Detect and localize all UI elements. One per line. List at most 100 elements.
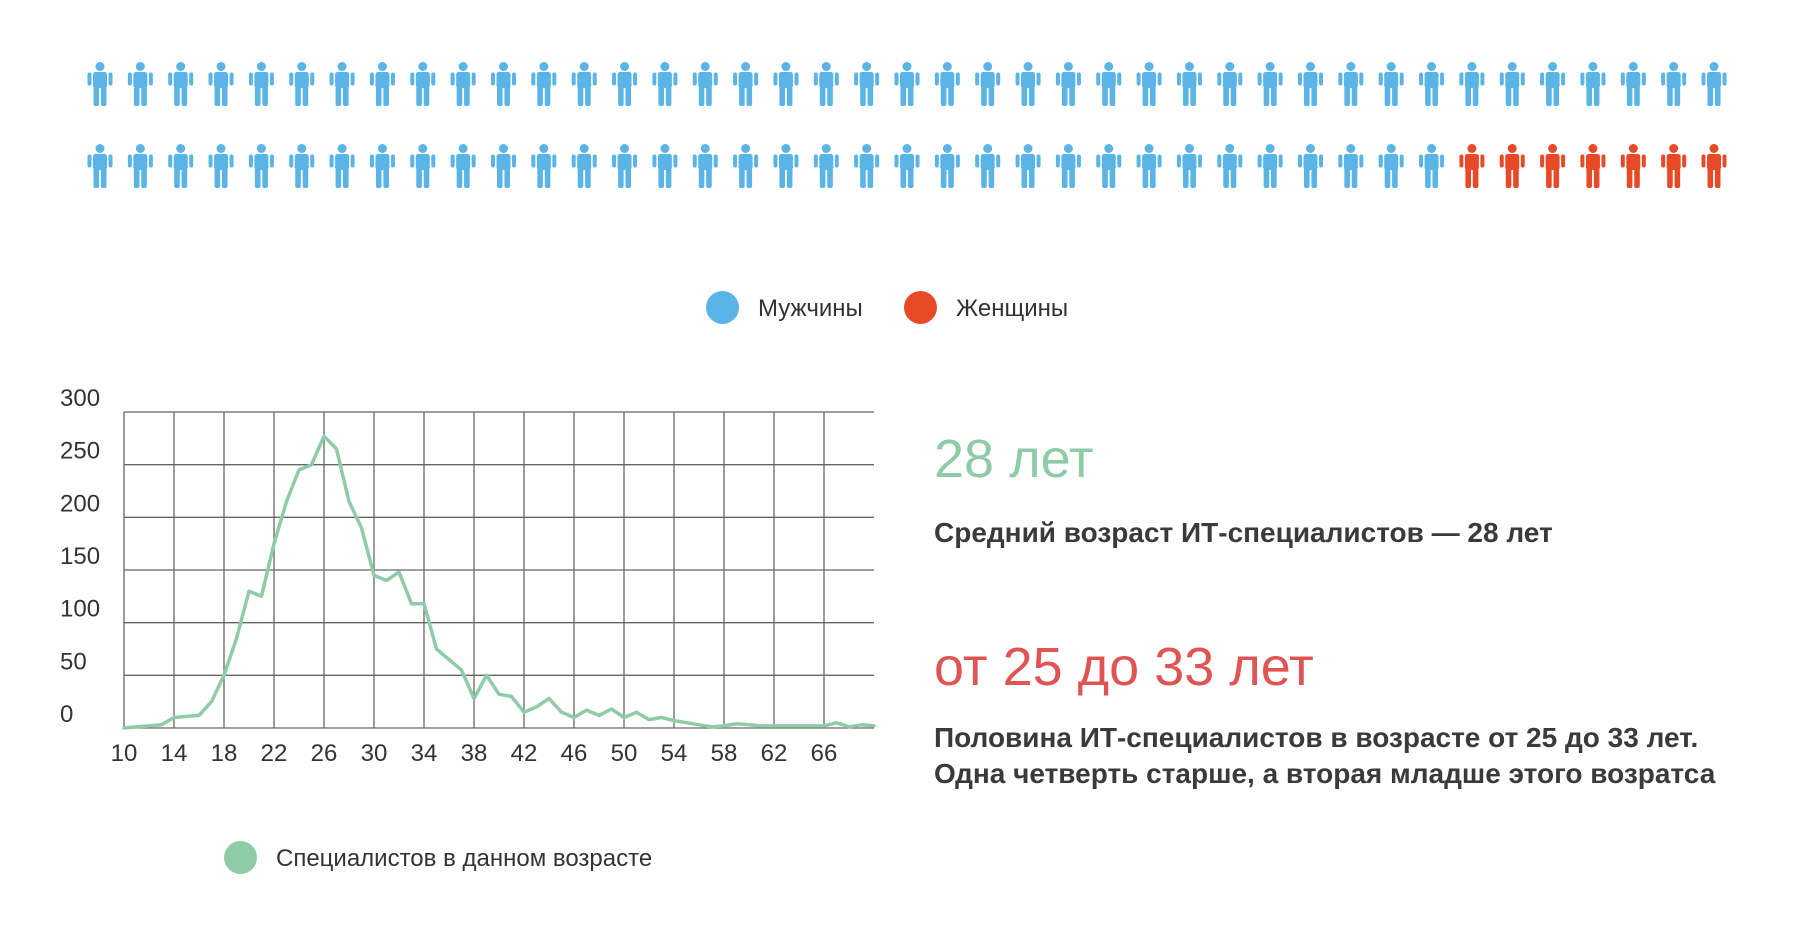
age-range-caption-line1: Половина ИТ-специалистов в возрасте от 2…: [934, 722, 1699, 753]
man-icon: [1176, 144, 1202, 188]
man-icon: [450, 144, 476, 188]
man-icon: [1257, 144, 1283, 188]
man-icon: [652, 144, 678, 188]
man-icon: [1419, 144, 1445, 188]
man-icon: [975, 62, 1001, 106]
man-icon: [1257, 62, 1283, 106]
man-icon: [854, 144, 880, 188]
man-icon: [208, 144, 234, 188]
people-icon-grid: [87, 62, 1727, 188]
y-tick-label: 200: [60, 490, 100, 517]
average-age-caption: Средний возраст ИТ-специалистов — 28 лет: [934, 517, 1553, 548]
x-tick-label: 42: [511, 740, 538, 767]
x-tick-label: 62: [761, 740, 788, 767]
man-icon: [1015, 144, 1041, 188]
woman-icon: [1580, 144, 1606, 188]
woman-icon: [1620, 144, 1646, 188]
man-icon: [491, 144, 516, 188]
man-icon: [1580, 62, 1606, 106]
man-icon: [491, 62, 516, 106]
man-icon: [894, 144, 920, 188]
x-tick-label: 14: [161, 740, 188, 767]
man-icon: [733, 144, 759, 188]
age-range-value: от 25 до 33 лет: [934, 637, 1314, 697]
x-tick-label: 38: [461, 740, 488, 767]
x-tick-label: 46: [561, 740, 588, 767]
man-icon: [1055, 62, 1081, 106]
y-tick-label: 0: [60, 701, 73, 728]
man-icon: [934, 62, 960, 106]
x-tick-label: 54: [661, 740, 688, 767]
man-icon: [410, 144, 436, 188]
x-tick-label: 22: [261, 740, 288, 767]
woman-icon: [1459, 144, 1485, 188]
man-icon: [1136, 144, 1162, 188]
man-icon: [1096, 144, 1122, 188]
man-icon: [1298, 144, 1323, 188]
man-icon: [450, 62, 476, 106]
man-icon: [1701, 62, 1727, 106]
legend-women-label: Женщины: [956, 295, 1069, 322]
man-icon: [248, 62, 274, 106]
man-icon: [854, 62, 880, 106]
man-icon: [1217, 144, 1243, 188]
y-tick-label: 250: [60, 438, 100, 465]
man-icon: [612, 62, 638, 106]
man-icon: [1419, 62, 1445, 106]
man-icon: [329, 144, 355, 188]
man-icon: [531, 62, 557, 106]
man-icon: [571, 62, 597, 106]
man-icon: [975, 144, 1001, 188]
man-icon: [329, 62, 355, 106]
man-icon: [1459, 62, 1485, 106]
man-icon: [87, 144, 113, 188]
man-icon: [773, 62, 799, 106]
man-icon: [1298, 62, 1323, 106]
man-icon: [1176, 62, 1202, 106]
woman-icon: [1701, 144, 1727, 188]
man-icon: [1055, 144, 1081, 188]
chart-legend-label: Специалистов в данном возрасте: [276, 845, 653, 872]
legend-men-label: Мужчины: [758, 295, 863, 322]
age-distribution-chart: 0 50 100 150 200 250 300 10 14 18 22 26 30 34 38 42 46 50…: [60, 385, 876, 767]
x-tick-label: 50: [611, 740, 638, 767]
women-color-dot: [904, 291, 937, 324]
man-icon: [410, 62, 436, 106]
man-icon: [692, 144, 718, 188]
y-tick-label: 50: [60, 648, 87, 675]
man-icon: [1540, 62, 1566, 106]
man-icon: [1136, 62, 1162, 106]
average-age-value: 28 лет: [934, 429, 1094, 489]
man-icon: [127, 62, 153, 106]
man-icon: [87, 62, 113, 106]
x-tick-label: 26: [311, 740, 338, 767]
y-tick-label: 100: [60, 596, 100, 623]
chart-gridlines: [124, 411, 874, 729]
man-icon: [934, 144, 960, 188]
series-color-dot: [224, 841, 257, 874]
series-line-specialists: [122, 434, 876, 730]
man-icon: [1338, 144, 1364, 188]
man-icon: [894, 62, 920, 106]
man-icon: [369, 62, 395, 106]
man-icon: [1661, 62, 1687, 106]
man-icon: [1096, 62, 1122, 106]
man-icon: [1015, 62, 1041, 106]
men-color-dot: [706, 291, 739, 324]
woman-icon: [1499, 144, 1525, 188]
man-icon: [127, 144, 153, 188]
man-icon: [692, 62, 718, 106]
man-icon: [289, 62, 315, 106]
x-tick-label: 66: [811, 740, 838, 767]
man-icon: [612, 144, 638, 188]
y-tick-label: 150: [60, 543, 100, 570]
man-icon: [813, 62, 839, 106]
y-tick-label: 300: [60, 385, 100, 412]
woman-icon: [1661, 144, 1687, 188]
man-icon: [571, 144, 597, 188]
woman-icon: [1540, 144, 1566, 188]
man-icon: [1217, 62, 1243, 106]
man-icon: [1378, 144, 1404, 188]
man-icon: [208, 62, 234, 106]
man-icon: [531, 144, 557, 188]
